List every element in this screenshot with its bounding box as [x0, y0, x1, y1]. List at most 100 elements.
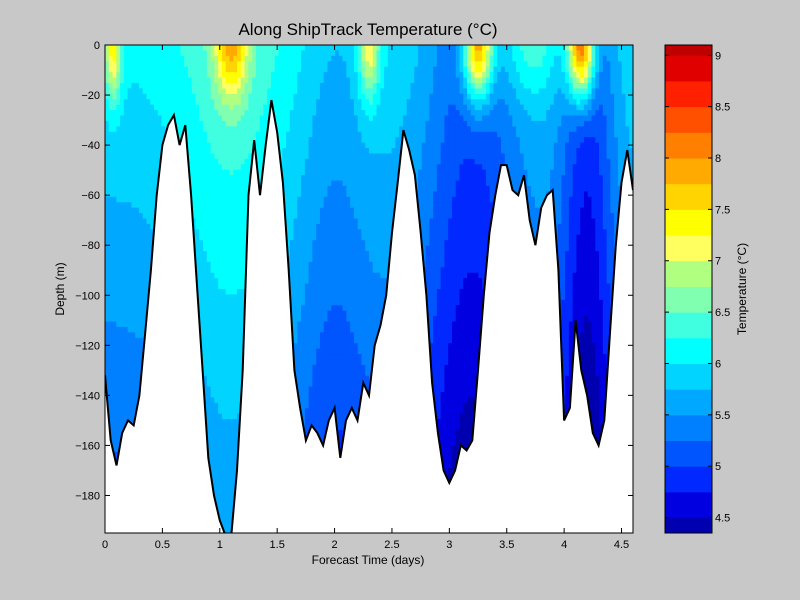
- temperature-cell: [120, 289, 125, 296]
- temperature-cell: [105, 77, 110, 84]
- temperature-cell: [233, 435, 238, 442]
- temperature-cell: [229, 478, 234, 485]
- temperature-cell: [229, 137, 234, 144]
- temperature-cell: [218, 289, 223, 296]
- temperature-cell: [229, 289, 234, 296]
- temperature-cell: [123, 278, 129, 285]
- temperature-cell: [293, 213, 298, 220]
- temperature-cell: [297, 386, 302, 393]
- temperature-cell: [161, 66, 166, 73]
- temperature-cell: [308, 164, 314, 171]
- temperature-cell: [221, 478, 227, 485]
- temperature-cell: [150, 164, 155, 171]
- temperature-cell: [138, 234, 144, 241]
- temperature-cell: [135, 386, 140, 393]
- temperature-cell: [233, 267, 238, 274]
- temperature-cell: [142, 256, 148, 263]
- temperature-cell: [301, 207, 306, 214]
- temperature-cell: [221, 55, 227, 62]
- temperature-cell: [112, 251, 117, 258]
- temperature-cell: [225, 424, 231, 431]
- temperature-cell: [112, 267, 117, 274]
- temperature-cell: [203, 77, 208, 84]
- temperature-cell: [206, 229, 212, 236]
- temperature-cell: [214, 440, 219, 447]
- temperature-cell: [218, 484, 223, 491]
- temperature-cell: [312, 191, 317, 198]
- temperature-cell: [195, 158, 200, 165]
- temperature-cell: [308, 359, 314, 366]
- temperature-cell: [127, 229, 132, 236]
- temperature-cell: [240, 294, 246, 301]
- temperature-cell: [221, 99, 227, 106]
- temperature-cell: [150, 66, 155, 73]
- temperature-cell: [206, 424, 212, 431]
- temperature-cell: [289, 148, 295, 155]
- temperature-cell: [286, 234, 291, 241]
- temperature-cell: [218, 332, 223, 339]
- temperature-cell: [214, 354, 219, 361]
- temperature-cell: [301, 142, 306, 149]
- temperature-cell: [180, 72, 185, 79]
- temperature-cell: [120, 185, 125, 192]
- temperature-cell: [127, 158, 132, 165]
- temperature-cell: [233, 245, 238, 252]
- temperature-cell: [301, 370, 306, 377]
- temperature-cell: [312, 229, 317, 236]
- temperature-cell: [127, 278, 132, 285]
- temperature-cell: [203, 229, 208, 236]
- temperature-cell: [131, 305, 136, 312]
- temperature-cell: [248, 82, 253, 89]
- temperature-cell: [154, 110, 159, 117]
- temperature-cell: [293, 180, 298, 187]
- temperature-cell: [195, 72, 200, 79]
- temperature-cell: [225, 478, 231, 485]
- temperature-cell: [203, 354, 208, 361]
- temperature-cell: [187, 110, 193, 117]
- temperature-cell: [191, 115, 197, 122]
- temperature-cell: [233, 169, 238, 176]
- temperature-cell: [206, 164, 212, 171]
- temperature-cell: [289, 77, 295, 84]
- temperature-cell: [187, 137, 193, 144]
- temperature-cell: [255, 137, 261, 144]
- temperature-cell: [199, 261, 204, 268]
- temperature-cell: [221, 462, 227, 469]
- temperature-cell: [233, 50, 238, 57]
- temperature-cell: [233, 142, 238, 149]
- temperature-cell: [112, 115, 117, 122]
- temperature-cell: [312, 153, 317, 160]
- temperature-cell: [229, 169, 234, 176]
- temperature-cell: [112, 218, 117, 225]
- temperature-cell: [138, 72, 144, 79]
- temperature-cell: [278, 110, 283, 117]
- temperature-cell: [308, 337, 314, 344]
- temperature-cell: [112, 364, 117, 371]
- temperature-cell: [180, 126, 185, 133]
- temperature-cell: [146, 120, 151, 127]
- temperature-cell: [240, 185, 246, 192]
- temperature-cell: [248, 66, 253, 73]
- temperature-cell: [112, 158, 117, 165]
- temperature-cell: [108, 99, 114, 106]
- temperature-cell: [259, 77, 264, 84]
- temperature-cell: [218, 343, 223, 350]
- temperature-cell: [116, 137, 121, 144]
- temperature-cell: [221, 419, 227, 426]
- temperature-cell: [199, 272, 204, 279]
- temperature-cell: [312, 131, 317, 138]
- temperature-cell: [131, 115, 136, 122]
- temperature-cell: [301, 115, 306, 122]
- temperature-cell: [146, 93, 151, 100]
- temperature-cell: [282, 164, 287, 171]
- temperature-cell: [116, 110, 121, 117]
- temperature-cell: [221, 45, 227, 52]
- temperature-cell: [308, 88, 314, 95]
- temperature-cell: [225, 110, 231, 117]
- temperature-cell: [225, 516, 231, 523]
- temperature-cell: [138, 115, 144, 122]
- temperature-cell: [229, 495, 234, 502]
- temperature-cell: [214, 169, 219, 176]
- temperature-cell: [138, 153, 144, 160]
- temperature-cell: [229, 185, 234, 192]
